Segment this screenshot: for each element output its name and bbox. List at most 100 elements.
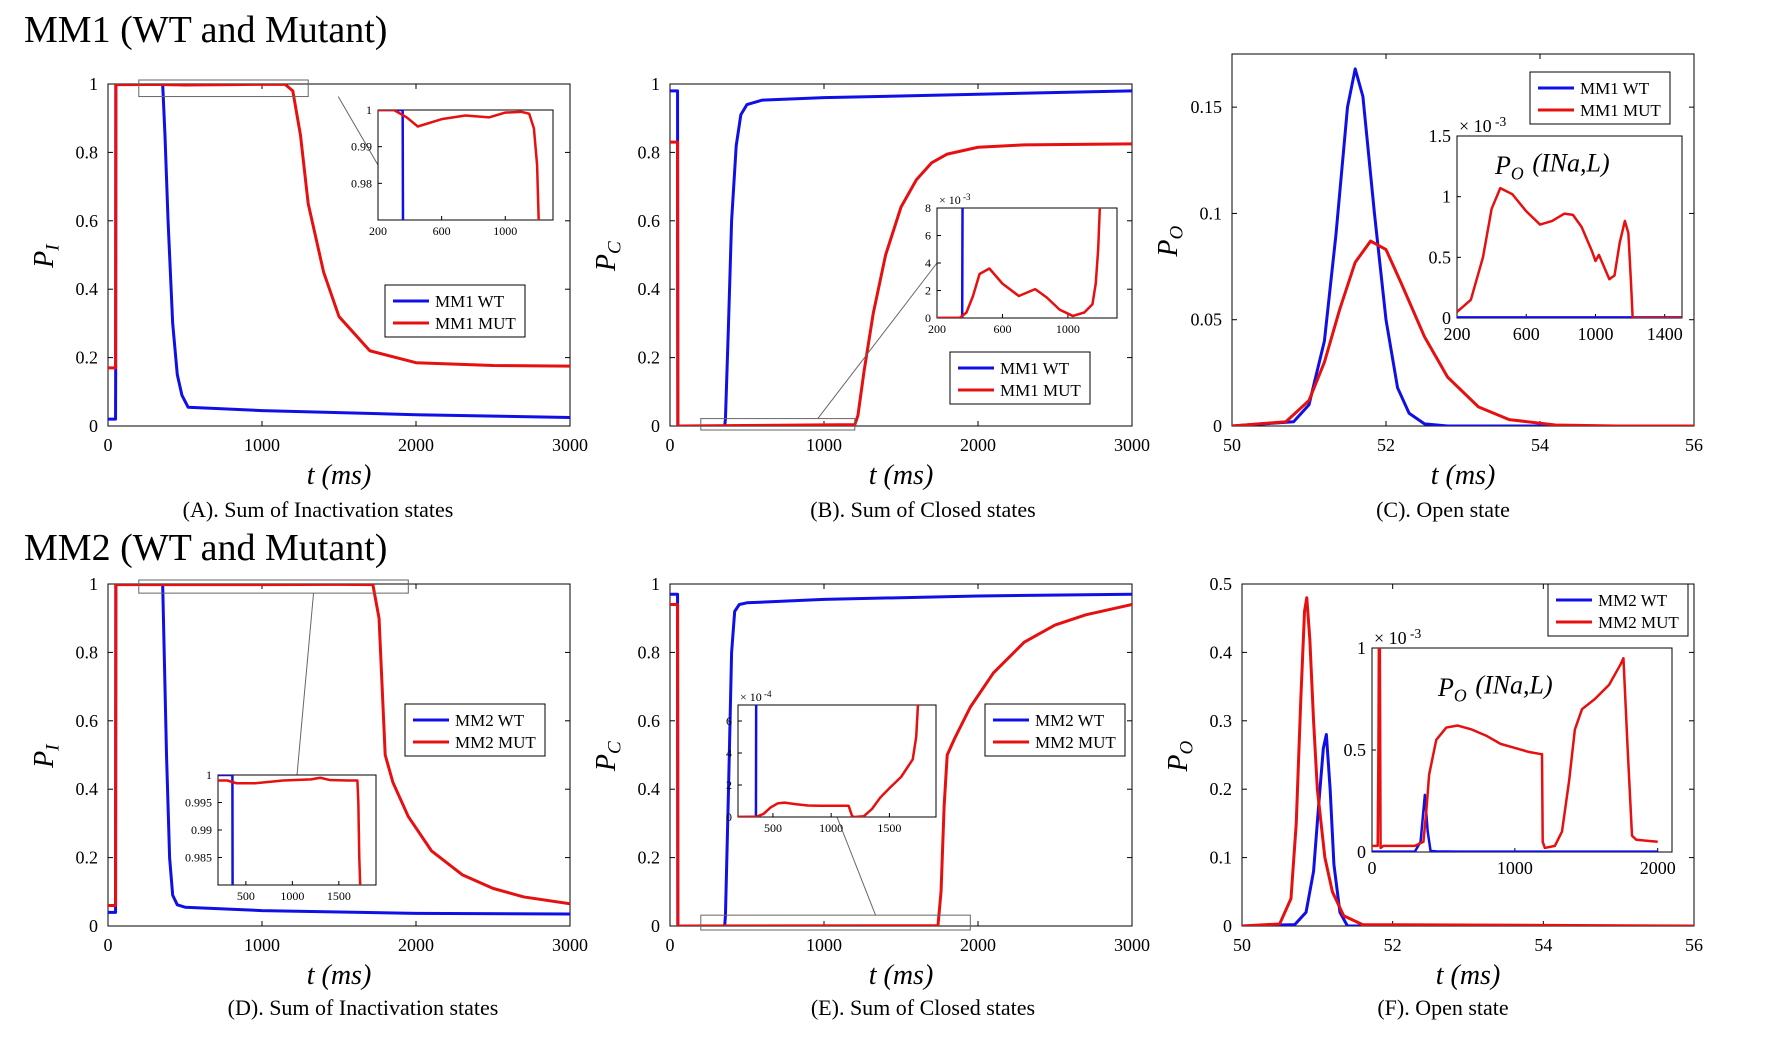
x-axis-label: t (ms): [307, 460, 372, 491]
chart-a-series-mut-line: [108, 84, 570, 370]
legend-label-mut: MM2 MUT: [1598, 613, 1679, 632]
inset-x-tick-label: 1000: [1497, 858, 1533, 878]
inset-exponent-label: × 10 -3: [1374, 626, 1422, 648]
x-tick-label: 50: [1223, 435, 1241, 455]
chart-e-legend: MM2 WT MM2 MUT: [984, 703, 1126, 757]
legend-box: [384, 284, 526, 338]
inset-y-tick-label: 0: [1442, 308, 1451, 328]
x-tick-label: 0: [666, 935, 675, 955]
x-axis-label: t (ms): [1431, 460, 1496, 491]
zoom-connector-line: [296, 593, 315, 776]
inset-exponent-label: × 10 -3: [1459, 114, 1507, 136]
inset-x-tick-label: 1000: [819, 821, 843, 835]
y-tick-label: 0.4: [638, 779, 661, 799]
zoom-region-box: [138, 579, 409, 594]
y-tick-label: 0.3: [1210, 711, 1233, 731]
x-tick-label: 1000: [806, 935, 842, 955]
inset-y-tick-label: 0: [726, 810, 732, 824]
chart-b-legend: MM1 WT MM1 MUT: [949, 351, 1091, 405]
x-tick-label: 0: [104, 935, 113, 955]
legend-label-mut: MM2 MUT: [455, 733, 536, 752]
chart-d-caption: (D). Sum of Inactivation states: [228, 995, 499, 1020]
x-tick-label: 2000: [398, 935, 434, 955]
y-tick-label: 0: [89, 416, 98, 436]
y-tick-label: 0.1: [1210, 848, 1233, 868]
chart-f-series-wt-line: [1242, 732, 1694, 926]
inset-b-series-mut-line: [937, 208, 1102, 318]
chart-d-series-mut-line: [108, 584, 570, 907]
inset-x-tick-label: 1000: [1056, 322, 1080, 336]
inset-y-tick-label: 6: [726, 714, 732, 728]
inset-a-series-wt-line: [378, 110, 405, 220]
chart-a-caption: (A). Sum of Inactivation states: [183, 497, 454, 522]
x-tick-label: 56: [1685, 435, 1703, 455]
y-tick-label: 0.6: [638, 711, 661, 731]
inset-y-tick-label: 2: [925, 284, 931, 298]
chart-c-inset: 200 600 1000 1400 0 0.5 1 1.5 × 10 -3 PO (INa,L): [1429, 114, 1683, 344]
inset-x-tick-label: 200: [928, 322, 946, 336]
chart-e-series-mut-line: [670, 603, 1132, 926]
y-tick-label: 0.6: [638, 211, 661, 231]
chart-c: 50 52 54 56 0 0.05 0.1 0.15 t (ms) PO 200 600 1000 1…: [1153, 53, 1703, 522]
inset-y-tick-label: 0.99: [351, 140, 372, 154]
y-tick-label: 0.8: [638, 642, 661, 662]
chart-e-inset: 500 1000 1500 0 2 4 6 × 10 -4: [726, 689, 937, 835]
inset-y-tick-label: 0.985: [185, 851, 212, 865]
legend-label-wt: MM1 WT: [435, 292, 505, 311]
chart-a-inset: 200 600 1000 0.98 0.99 1: [351, 103, 554, 238]
y-tick-label: 0.2: [638, 348, 661, 368]
y-tick-label: 0: [651, 916, 660, 936]
chart-f: 50 52 54 56 0 0.1 0.2 0.3 0.4 0.5 t (ms) PO 0 1000 20…: [1163, 574, 1703, 1020]
y-tick-label: 0: [89, 916, 98, 936]
y-tick-label: 0.2: [76, 348, 99, 368]
x-tick-label: 50: [1233, 935, 1251, 955]
chart-c-caption: (C). Open state: [1376, 497, 1510, 522]
inset-axes: [377, 109, 554, 221]
y-tick-label: 0: [1213, 416, 1222, 436]
inset-y-tick-label: 0: [925, 311, 931, 325]
y-tick-label: 0.6: [76, 711, 99, 731]
inset-axes: [1456, 135, 1683, 319]
chart-f-legend: MM2 WT MM2 MUT: [1547, 583, 1689, 637]
chart-e: 0 1000 2000 3000 0 0.2 0.4 0.6 0.8 1 t (ms) PC 500 1…: [588, 574, 1150, 1020]
x-tick-label: 52: [1384, 935, 1402, 955]
inset-e-series-mut-line: [738, 705, 920, 817]
inset-d-series-wt-line: [218, 775, 234, 885]
y-tick-label: 1: [651, 74, 660, 94]
y-tick-label: 0.4: [76, 779, 99, 799]
chart-c-series-wt-line: [1232, 67, 1694, 426]
x-tick-label: 2000: [960, 935, 996, 955]
inset-y-tick-label: 1: [206, 768, 212, 782]
inset-title: PO (INa,L): [1494, 149, 1610, 184]
inset-y-tick-label: 0: [1357, 842, 1366, 862]
legend-box: [1547, 583, 1689, 637]
y-axis-label: PC: [588, 739, 625, 772]
legend-label-wt: MM2 WT: [1598, 591, 1668, 610]
inset-a-series-mut-line: [378, 110, 540, 220]
x-tick-label: 1000: [244, 935, 280, 955]
inset-x-tick-label: 600: [433, 224, 451, 238]
inset-x-tick-label: 200: [369, 224, 387, 238]
inset-y-tick-label: 0.99: [191, 823, 212, 837]
x-tick-label: 3000: [552, 435, 588, 455]
chart-e-caption: (E). Sum of Closed states: [811, 995, 1035, 1020]
x-tick-label: 1000: [806, 435, 842, 455]
inset-x-tick-label: 200: [1444, 324, 1471, 344]
x-tick-label: 54: [1534, 935, 1552, 955]
inset-y-tick-label: 4: [726, 746, 732, 760]
inset-x-tick-label: 1000: [1577, 324, 1613, 344]
zoom-connector-line: [337, 96, 379, 166]
inset-exponent-label: × 10 -3: [939, 192, 971, 207]
inset-x-tick-label: 2000: [1640, 858, 1676, 878]
y-axis-label: PI: [26, 742, 63, 769]
x-tick-label: 1000: [244, 435, 280, 455]
inset-y-tick-label: 2: [726, 778, 732, 792]
zoom-region-box: [700, 418, 856, 431]
x-tick-label: 0: [104, 435, 113, 455]
x-tick-label: 56: [1685, 935, 1703, 955]
x-tick-label: 52: [1377, 435, 1395, 455]
zoom-region-box: [138, 79, 309, 98]
inset-exponent-label: × 10 -4: [740, 689, 772, 704]
inset-y-tick-label: 0.5: [1344, 740, 1367, 760]
